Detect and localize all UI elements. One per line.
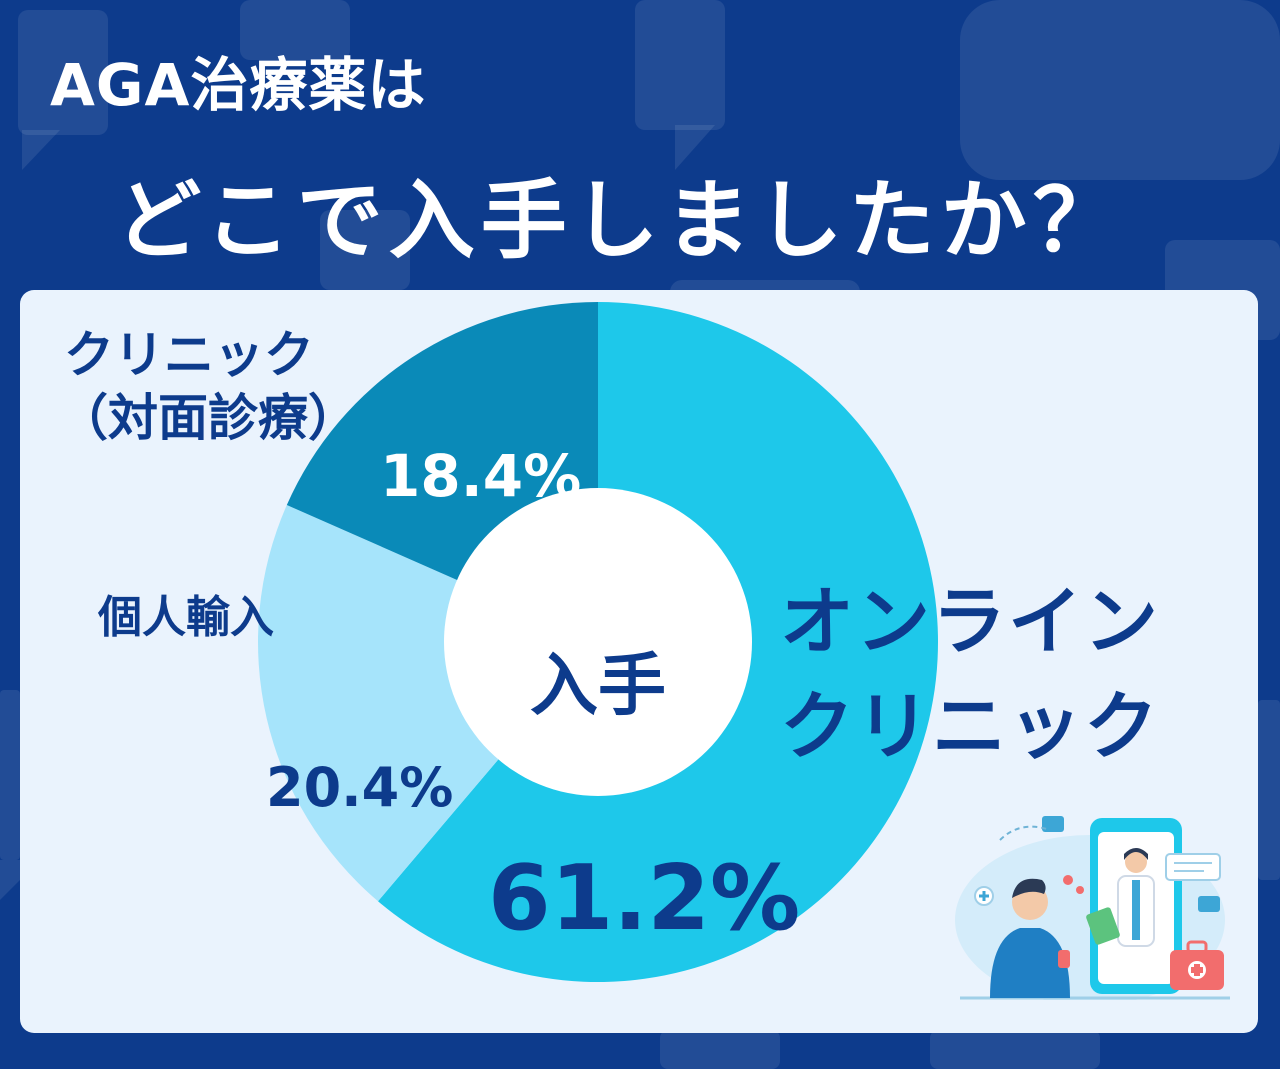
- label-clinic-line-2: （対面診療）: [58, 388, 358, 447]
- donut-chart: [257, 302, 938, 982]
- donut-slice-import: [257, 505, 598, 902]
- label-clinic: クリニック （対面診療）: [58, 324, 358, 449]
- donut-center-label: 入手: [529, 647, 666, 726]
- label-online: オンライン クリニック: [780, 570, 1160, 780]
- value-label-clinic: 18.4%: [380, 442, 582, 510]
- title-line-2: どこで入手しましたか？: [115, 171, 1125, 271]
- label-import: 個人輸入: [98, 592, 274, 643]
- label-clinic-line-1: クリニック: [64, 326, 314, 384]
- title-line-1: AGA治療薬は: [50, 51, 427, 119]
- value-label-import: 20.4%: [266, 756, 454, 819]
- telemedicine-illustration: [955, 816, 1230, 1000]
- donut-center-hole: [444, 488, 752, 796]
- label-online-line-1: オンライン: [780, 579, 1160, 665]
- chart-panel: クリニック （対面診療） 個人輸入 オンライン クリニック 18.4% 20.4…: [20, 290, 1258, 1033]
- label-online-line-2: クリニック: [780, 684, 1160, 771]
- value-label-online: 61.2%: [488, 846, 801, 951]
